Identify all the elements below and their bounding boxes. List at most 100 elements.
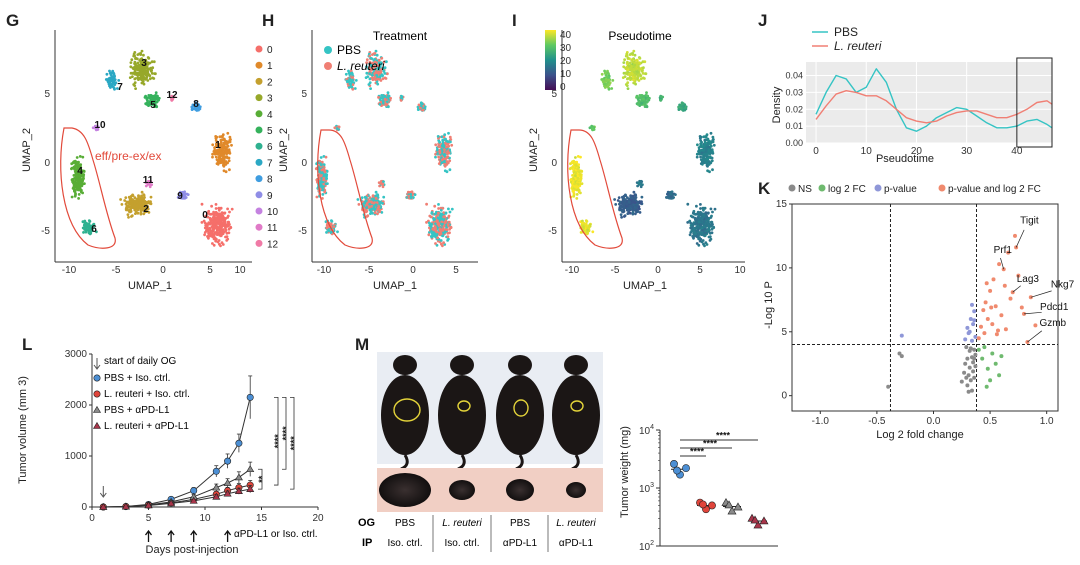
i-colorbar [545,30,556,90]
k-legend-label: p-value and log 2 FC [948,184,1041,195]
cell-point [417,103,421,107]
cell-point [441,140,445,144]
cell-point [591,230,595,234]
cell-point [603,69,606,73]
cell-point [223,224,227,228]
cell-point [84,229,88,233]
cell-point [574,156,577,159]
cell-point [582,225,585,229]
mouse-photo [377,352,603,512]
cell-point [75,156,79,159]
cell-point [364,196,368,200]
cell-point [711,168,714,172]
l-injection-arrow [190,529,198,542]
cell-point [443,133,447,137]
cell-point [155,105,159,109]
cell-point [107,80,111,84]
volcano-point [972,318,977,323]
k-gene-leader [1024,311,1042,315]
cell-point [213,220,217,224]
cell-point [346,80,350,84]
cell-point [382,69,386,73]
cell-point [204,214,208,218]
cell-point [605,82,609,86]
cell-point [435,148,439,152]
cell-point [319,174,323,178]
j-ytick: 0.02 [785,104,803,114]
cell-point [440,220,444,224]
legend-label: 2 [267,77,273,88]
l-xtick: 20 [312,513,324,524]
cell-point [222,162,225,166]
cell-point [132,83,136,86]
cell-point [213,148,217,152]
cell-point [137,78,140,81]
m-ytick: 104 [639,424,654,437]
legend-swatch [255,158,263,166]
cell-point [221,160,225,164]
legend-swatch [255,223,263,231]
volcano-point [1008,296,1013,301]
cell-point [708,140,712,144]
cell-point [325,169,329,173]
legend-swatch [255,191,263,199]
cell-point [148,96,152,100]
cell-point [357,203,361,206]
cell-point [207,227,211,231]
cell-point [708,231,712,235]
cell-point [697,148,701,152]
cell-point [190,108,194,111]
cell-point [682,108,686,112]
cell-point [136,207,139,211]
k-gene-label: Prf1 [994,245,1013,256]
cell-point [149,94,152,97]
i-xtick: 5 [697,265,703,276]
cell-point [448,135,452,139]
cell-point [322,177,326,180]
cell-point [440,158,444,162]
cell-point [444,137,447,141]
cell-point [145,103,149,106]
cell-point [73,189,77,193]
legend-label: 10 [267,207,279,218]
cell-point [133,54,137,58]
cell-point [322,163,326,167]
l-x-label: Days post-injection [146,544,239,556]
cell-point [701,239,705,242]
umap-treatment-plot [314,49,454,248]
legend-swatch [255,126,263,134]
i-ytick: -5 [548,226,557,237]
cell-point [224,228,228,232]
j-xtick: 0 [813,146,819,157]
cell-point [221,135,224,139]
cell-point [142,201,145,205]
photo-treatment-table: OG IP PBS L. reuteri PBS L. reuteri Iso.… [358,515,597,552]
cell-point [699,155,702,159]
volcano-point [999,354,1004,359]
cell-point [375,71,379,75]
i-xtick: 10 [734,265,746,276]
cell-point [634,193,637,197]
cell-point [437,203,440,206]
cell-point [374,190,378,194]
cell-point [152,60,156,64]
cell-point [226,161,230,165]
cell-point [200,202,204,206]
cell-point [211,242,214,245]
cell-point [134,205,138,208]
cell-point [124,196,128,200]
j-legend-label: L. reuteri [834,39,882,53]
volcano-point [972,356,977,361]
cell-point [437,223,441,226]
cell-point [374,203,378,207]
cell-point [213,236,217,240]
cell-point [611,79,615,82]
cell-point [211,155,214,159]
cell-point [376,206,380,210]
cell-point [378,200,382,204]
g-xtick: -10 [62,265,77,276]
cell-point [631,52,634,55]
cell-point [639,96,643,100]
cell-point [713,207,717,211]
cell-point [222,169,226,173]
